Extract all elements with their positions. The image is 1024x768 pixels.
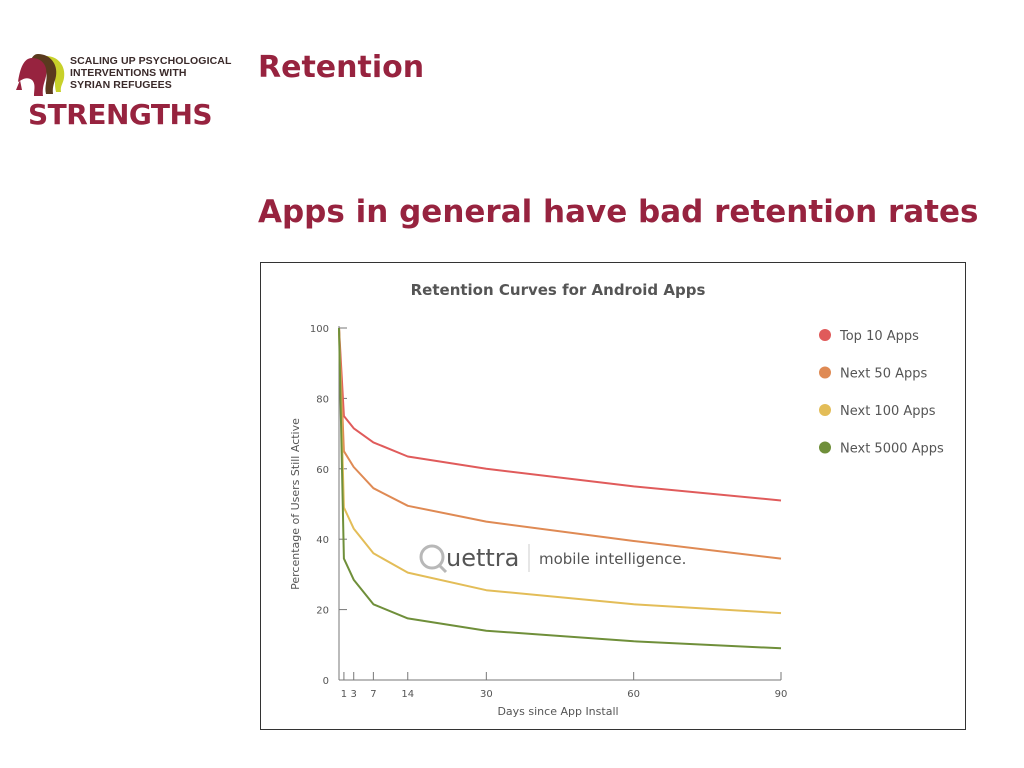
logo-wordmark: STRENGTHS	[28, 98, 213, 131]
slide-subheading: Apps in general have bad retention rates	[258, 194, 979, 230]
retention-chart: Retention Curves for Android Apps 0 20 40 60…	[289, 281, 944, 718]
y-tick-label: 20	[316, 606, 329, 617]
y-tick-label: 40	[316, 535, 329, 546]
y-tick-label: 100	[310, 324, 329, 335]
chart-title: Retention Curves for Android Apps	[411, 281, 706, 299]
watermark-q-tail	[437, 563, 448, 574]
x-axis-label: Days since App Install	[497, 705, 618, 718]
strengths-logo: SCALING UP PSYCHOLOGICAL INTERVENTIONS W…	[16, 46, 232, 132]
y-tick-label: 60	[316, 465, 329, 476]
head-silhouettes-icon	[16, 54, 65, 96]
legend-label: Next 5000 Apps	[840, 442, 944, 457]
watermark-q-icon	[419, 544, 445, 570]
series-line-4	[338, 327, 782, 650]
x-tick-label: 7	[370, 689, 376, 700]
y-axis-label: Percentage of Users Still Active	[289, 418, 302, 590]
legend-swatch	[819, 404, 831, 416]
series-line-3	[338, 327, 782, 615]
logo-tagline: SCALING UP PSYCHOLOGICAL INTERVENTIONS W…	[70, 55, 232, 91]
x-tick-label: 1	[341, 689, 347, 700]
slide-heading: Retention	[258, 50, 425, 85]
legend-swatch	[819, 329, 831, 341]
x-tick-label: 60	[627, 689, 640, 700]
watermark-tagline: mobile intelligence.	[539, 550, 686, 568]
legend-swatch	[819, 441, 831, 454]
watermark-brand: uettra	[446, 544, 519, 572]
series-line-2	[338, 327, 782, 560]
legend-swatch	[819, 366, 831, 379]
x-tick-label: 3	[351, 689, 357, 700]
legend-label: Top 10 Apps	[839, 329, 919, 344]
legend-label: Next 50 Apps	[840, 367, 927, 382]
x-tick-label: 14	[401, 689, 414, 700]
y-tick-label: 0	[323, 676, 329, 687]
chart-frame: Retention Curves for Android Apps 0 20 40 60…	[260, 262, 966, 730]
x-tick-label: 30	[480, 689, 493, 700]
legend-label: Next 100 Apps	[840, 404, 936, 419]
x-tick-label: 90	[775, 689, 788, 700]
series-line-1	[338, 327, 782, 502]
y-tick-label: 80	[316, 394, 329, 405]
